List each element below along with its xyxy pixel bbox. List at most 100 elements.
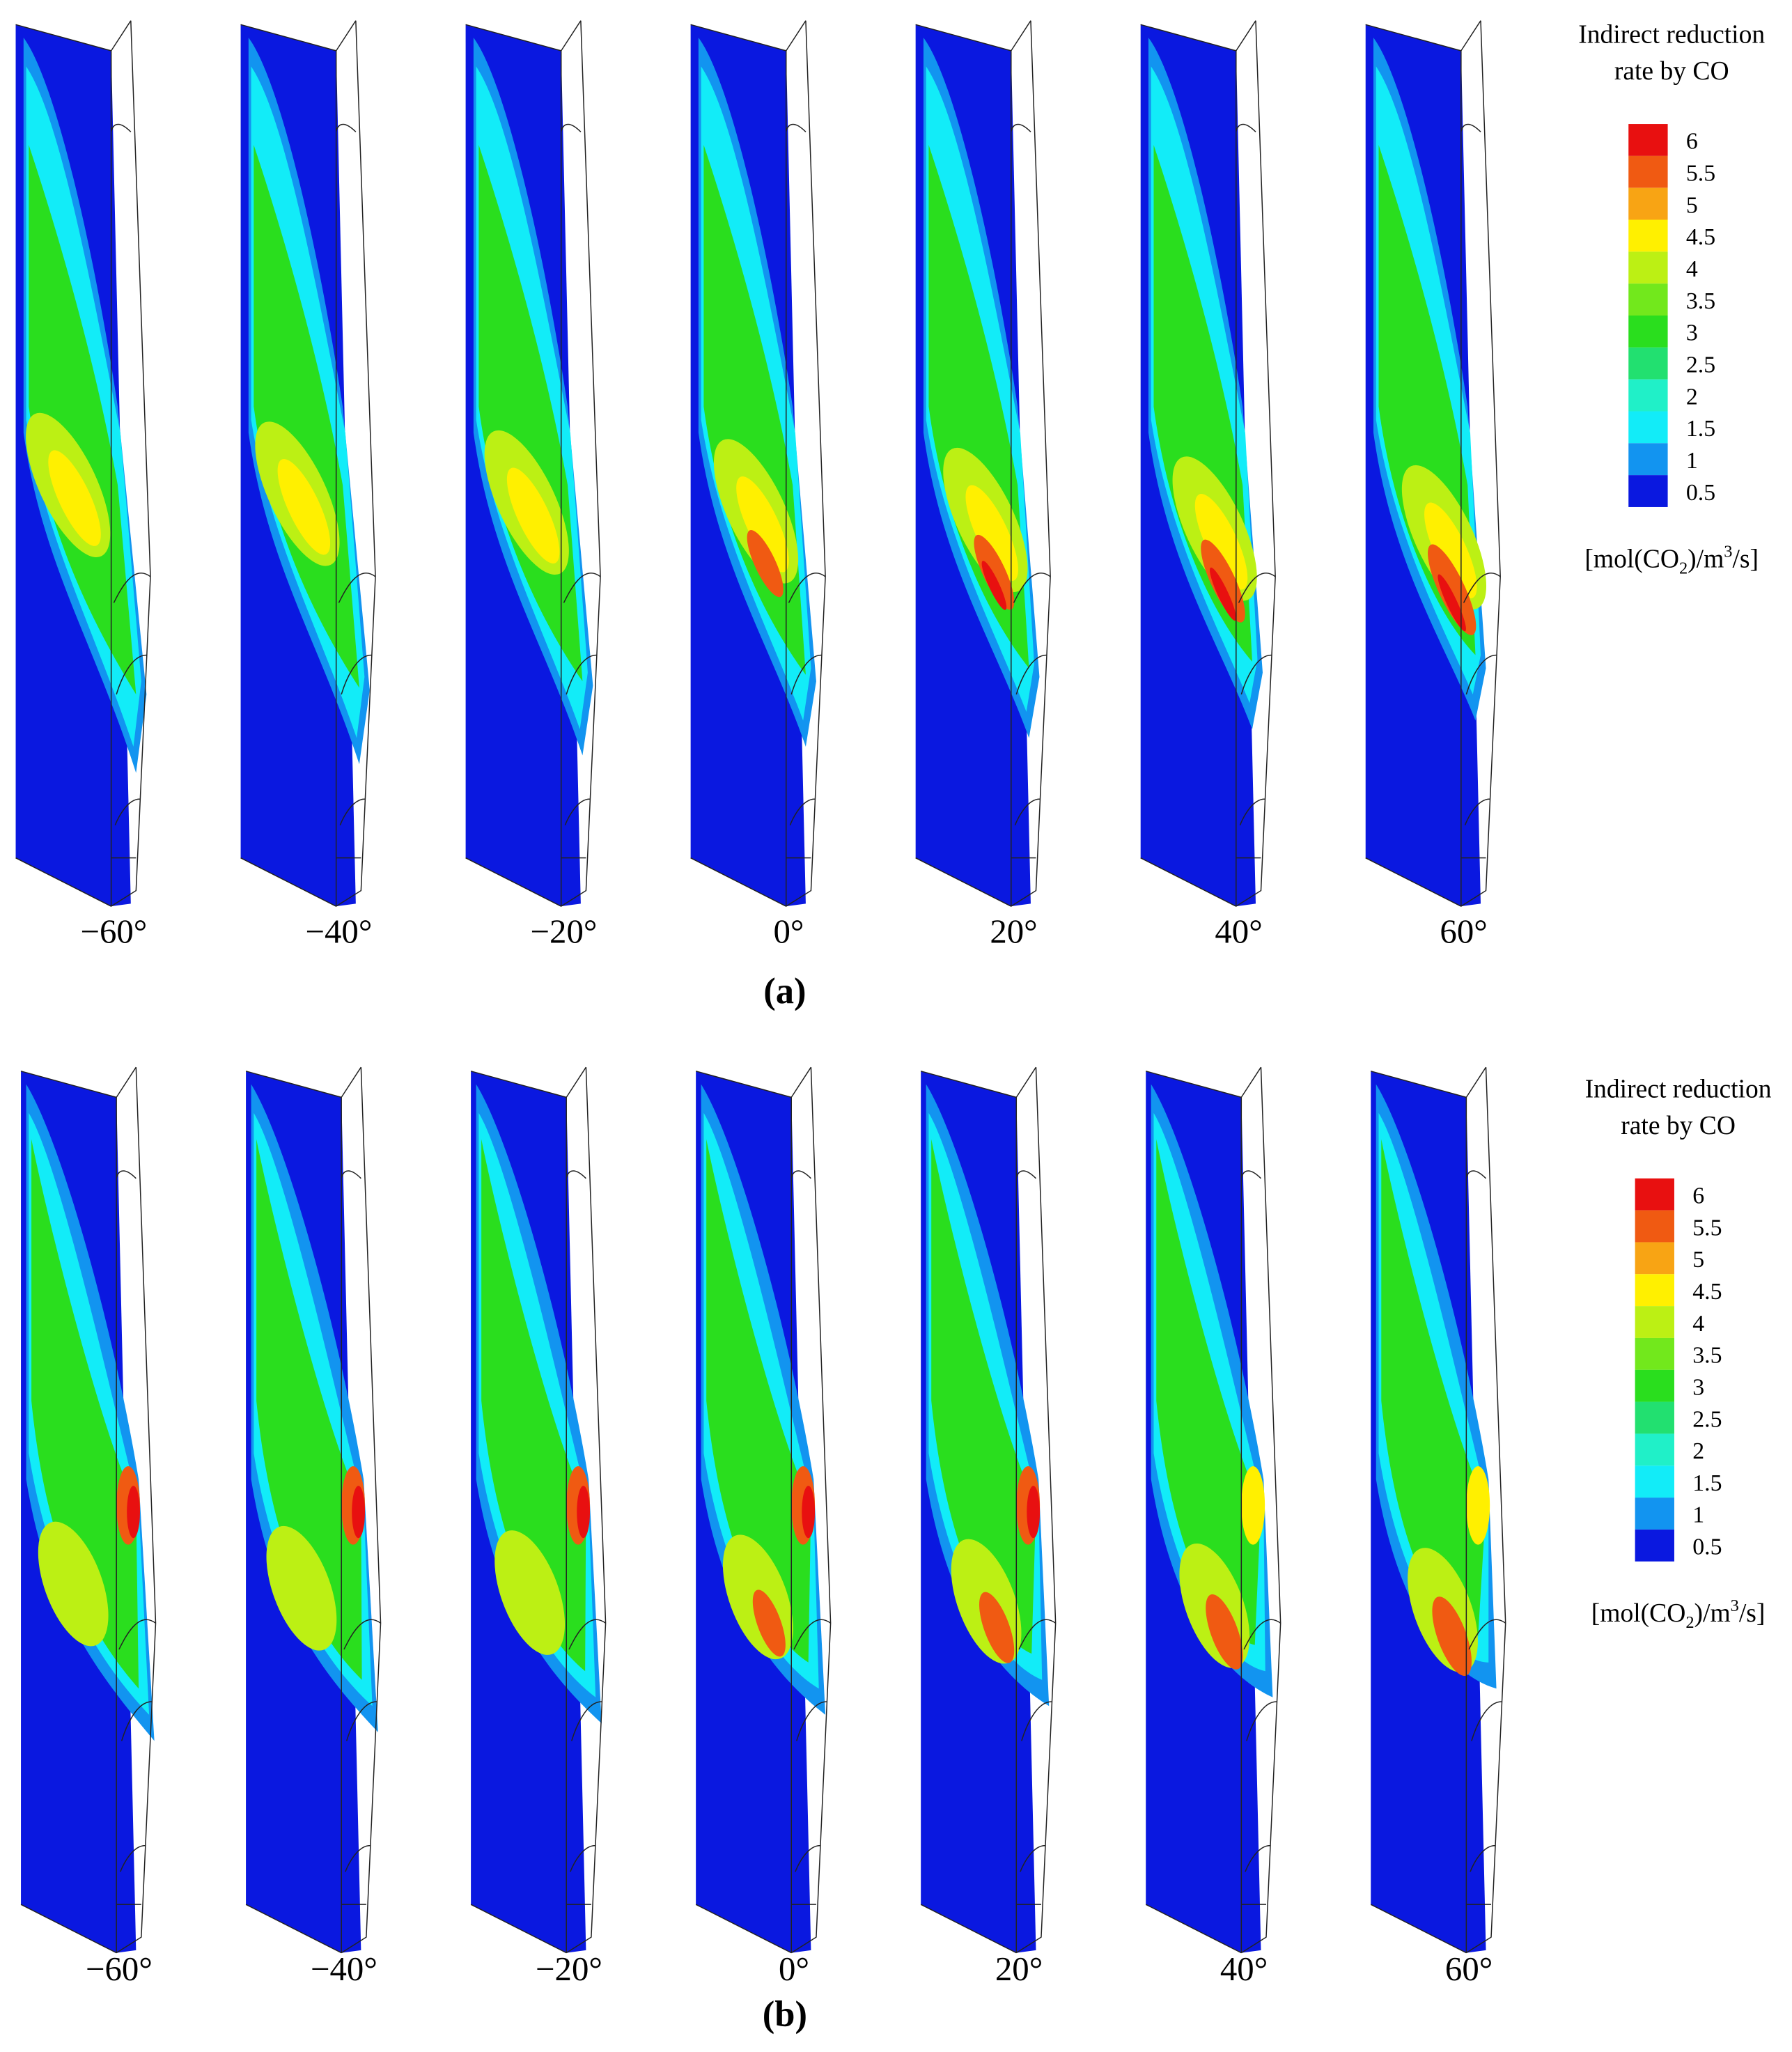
legend-level: 2 (1686, 384, 1698, 410)
legend-level: 2 (1692, 1438, 1704, 1464)
legend-level: 6 (1692, 1183, 1704, 1208)
legend-swatch (1628, 347, 1668, 380)
legend-swatch (1635, 1498, 1674, 1530)
slice (245, 1066, 382, 1954)
contour (1438, 574, 1466, 632)
slice-edge (1365, 24, 1462, 52)
geometry-outline (20, 1066, 157, 1954)
legend-level: 5.5 (1692, 1215, 1722, 1241)
legend-level: 1.5 (1692, 1470, 1722, 1496)
contour (1241, 1466, 1265, 1545)
contour (1201, 539, 1245, 623)
legend-title: Indirect reduction (1578, 21, 1765, 49)
legend-swatch (1628, 187, 1668, 220)
geometry-outline (240, 20, 376, 907)
contour (29, 145, 137, 694)
legend-swatch (1628, 283, 1668, 316)
geometry-outline (915, 20, 1051, 907)
contour (31, 1139, 139, 1689)
geometry-outline (1145, 1066, 1281, 1954)
legend-level: 5 (1692, 1247, 1704, 1273)
contour (1156, 1139, 1261, 1645)
contour (577, 1486, 591, 1539)
legend: Indirect reduction rate by CO 6 5.5 5 4.5 4 3.5… (1578, 21, 1765, 578)
geometry-outline (1140, 20, 1276, 907)
contour (752, 1589, 786, 1657)
contour (736, 476, 789, 573)
contour (1466, 1466, 1490, 1545)
unit-part: [mol(CO (1591, 1599, 1686, 1628)
angle-label: −40° (311, 1950, 377, 1988)
angle-label: −20° (536, 1950, 602, 1988)
legend-level: 3 (1686, 320, 1698, 346)
legend-title: rate by CO (1614, 57, 1729, 86)
panel: −60° −40° −20° 0° 20° 40° 60° (a) Indirect reduc… (15, 20, 1765, 1011)
panel: −60° −40° −20° 0° 20° 40° 60° (b) Indirect reduc… (20, 1066, 1772, 2035)
contour (981, 561, 1007, 610)
legend-level: 1 (1692, 1502, 1704, 1528)
slice-edge (1140, 24, 1237, 52)
angle-label: −40° (305, 912, 372, 951)
legend-swatch (1628, 411, 1668, 444)
legend-level: 3.5 (1692, 1343, 1722, 1369)
slice-edge (20, 1071, 117, 1098)
geometry-outline (245, 1066, 382, 1954)
unit-part: /s] (1732, 545, 1759, 573)
contour (747, 530, 784, 598)
slice-edge (15, 24, 111, 52)
geometry-outline (1365, 20, 1501, 907)
slice (1140, 20, 1276, 907)
contour (494, 1530, 566, 1655)
legend-swatch (1628, 124, 1668, 156)
legend-level: 3 (1692, 1374, 1704, 1400)
geometry-outline (690, 20, 826, 907)
angle-label: 60° (1445, 1950, 1493, 1988)
legend-swatch (1628, 475, 1668, 507)
legend-swatch (1635, 1242, 1674, 1275)
unit-part: /s] (1739, 1599, 1766, 1628)
slice (695, 1066, 832, 1954)
legend-level: 3.5 (1686, 288, 1715, 314)
panel-label: (b) (763, 1994, 807, 2035)
slice (465, 20, 601, 907)
legend-level: 2.5 (1686, 352, 1715, 378)
contour (1194, 494, 1248, 590)
legend-swatch (1635, 1306, 1674, 1338)
legend-swatch (1628, 316, 1668, 348)
legend-level: 5.5 (1686, 161, 1715, 187)
contour (277, 458, 331, 555)
legend-swatch (1628, 443, 1668, 476)
unit-part: [mol(CO (1584, 545, 1679, 573)
unit-part: 3 (1724, 542, 1732, 561)
legend-swatch (1628, 251, 1668, 284)
legend-swatch (1628, 219, 1668, 252)
unit-part: 3 (1731, 1596, 1739, 1615)
legend-swatch (1635, 1337, 1674, 1370)
contour (1381, 1139, 1486, 1637)
contour (931, 1139, 1036, 1654)
slice (1145, 1066, 1281, 1954)
geometry-outline (470, 1066, 607, 1954)
panel-label: (a) (763, 971, 806, 1011)
contour (1210, 567, 1237, 621)
slice-edge (245, 1071, 342, 1098)
legend-level: 1.5 (1686, 416, 1715, 442)
angle-label: −60° (86, 1950, 153, 1988)
contour (1432, 1596, 1472, 1677)
slice (470, 1066, 607, 1954)
legend-title: rate by CO (1621, 1112, 1736, 1140)
contour (1424, 502, 1477, 599)
unit-part: 2 (1685, 1613, 1694, 1632)
legend-swatch (1628, 379, 1668, 412)
legend-swatch (1635, 1369, 1674, 1402)
slice (1365, 20, 1501, 907)
angle-label: 40° (1215, 912, 1262, 951)
legend-swatch (1635, 1210, 1674, 1243)
contour (256, 1139, 362, 1680)
contour (352, 1486, 365, 1539)
legend-level: 2.5 (1692, 1406, 1722, 1432)
geometry-outline (1370, 1066, 1506, 1954)
unit-part: )/m (1688, 545, 1724, 573)
geometry-outline (15, 20, 151, 907)
